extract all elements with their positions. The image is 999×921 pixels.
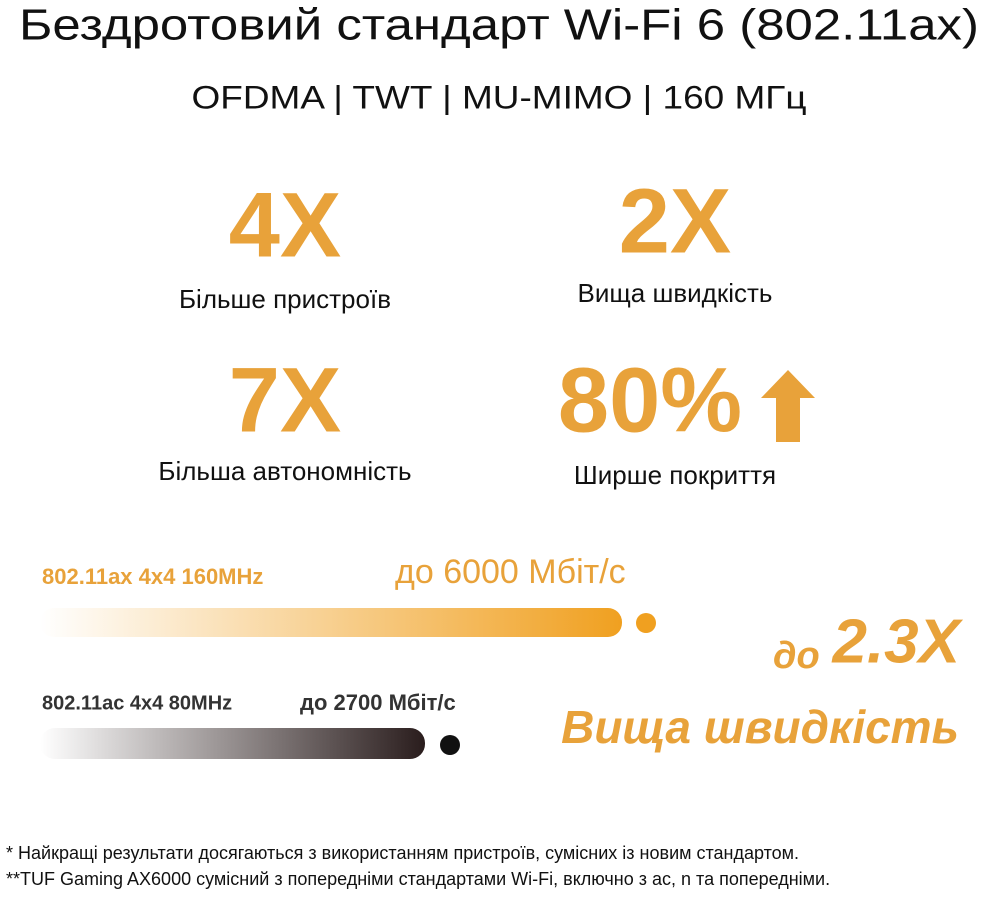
stat-label: Ширше покриття — [574, 460, 776, 490]
speed-bar — [40, 728, 425, 759]
speed-bar — [40, 608, 622, 637]
highlight-value: 2.3X — [831, 607, 963, 676]
footnote: * Найкращі результати досягаються з вико… — [6, 843, 800, 863]
stat-label: Більша автономність — [158, 456, 411, 486]
bar-dot — [636, 613, 656, 633]
highlight-prefix: до — [773, 635, 820, 677]
stat-value: 7X — [229, 349, 342, 451]
footnote: **TUF Gaming AX6000 сумісний з попередні… — [6, 869, 831, 889]
stat-label: Вища швидкість — [578, 278, 773, 308]
bar-dot — [440, 735, 460, 755]
comparison-speed: до 2700 Мбіт/с — [300, 690, 456, 715]
infographic: Бездротовий стандарт Wi-Fi 6 (802.11ax) … — [19, 1, 979, 759]
title: Бездротовий стандарт Wi-Fi 6 (802.11ax) — [19, 1, 979, 50]
comparison-label: 802.11ax 4x4 160MHz — [42, 564, 263, 589]
stat-value: 4X — [229, 174, 342, 276]
up-arrow-icon — [761, 370, 815, 442]
stat-value: 2X — [619, 170, 732, 272]
comparison-label: 802.11ac 4x4 80MHz — [42, 692, 232, 714]
stat-label: Більше пристроїв — [179, 284, 391, 314]
stat-value: 80% — [558, 349, 742, 451]
subtitle: OFDMA | TWT | MU-MIMO | 160 МГц — [192, 79, 807, 115]
comparison-speed: до 6000 Мбіт/с — [395, 553, 626, 591]
highlight-label: Вища швидкість — [561, 701, 959, 753]
footnotes: * Найкращі результати досягаються з вико… — [6, 840, 996, 892]
